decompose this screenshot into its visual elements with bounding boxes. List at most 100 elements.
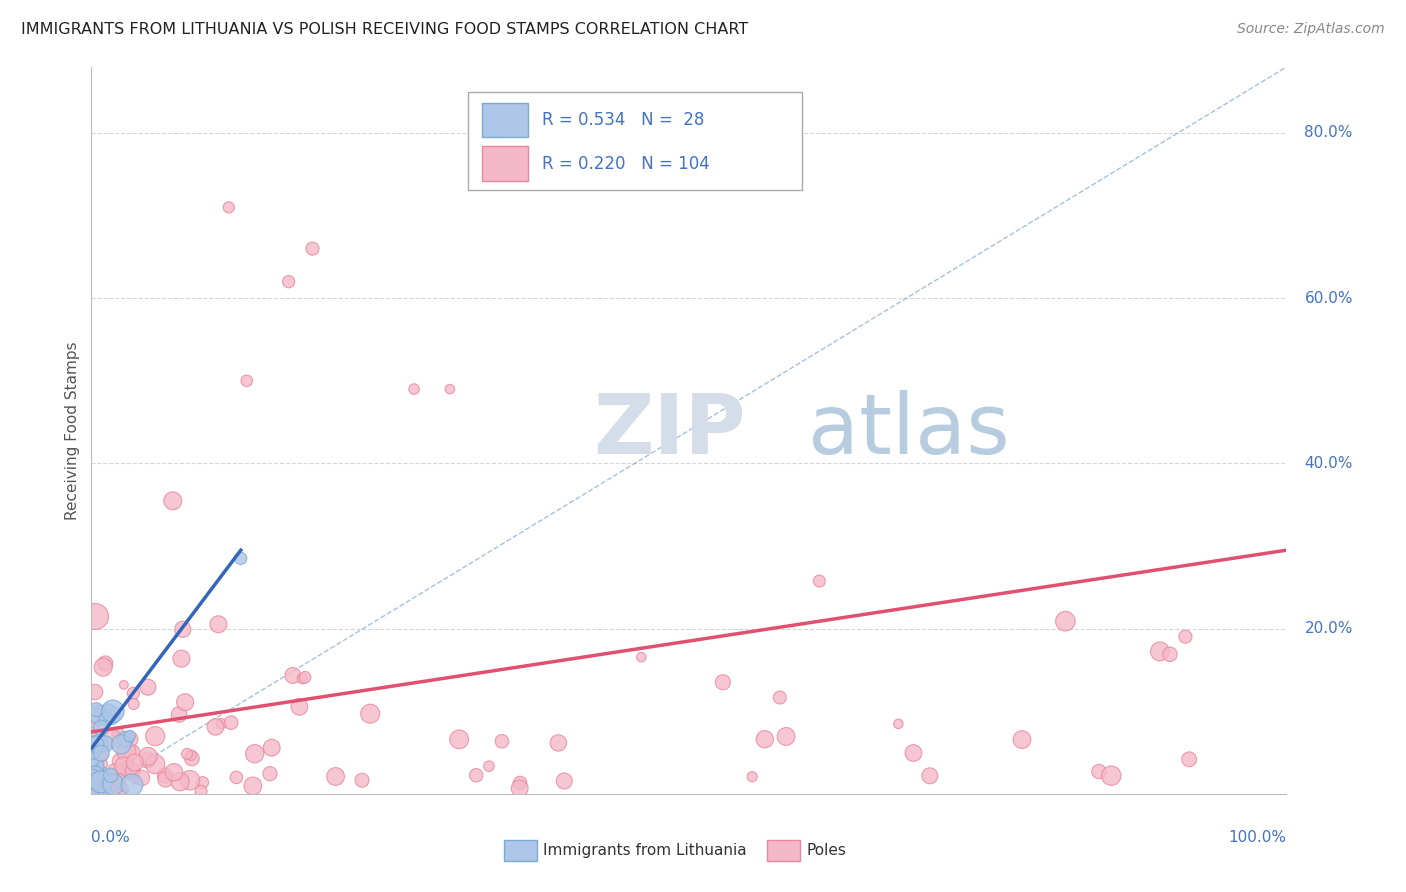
Point <box>90 749 112 764</box>
Point <box>101 704 124 718</box>
Point <box>122 686 145 700</box>
Point <box>174 695 197 709</box>
Point <box>91 781 114 796</box>
Point <box>711 675 734 690</box>
Point <box>84 685 107 699</box>
Point <box>887 717 910 731</box>
Point <box>101 762 124 776</box>
Point <box>124 756 146 770</box>
Point <box>100 768 122 782</box>
Point <box>84 609 107 624</box>
Point <box>1099 769 1122 783</box>
Text: 0.0%: 0.0% <box>91 830 131 846</box>
Point <box>103 777 125 791</box>
Point <box>103 776 125 790</box>
Point <box>162 493 184 508</box>
Bar <box>766 839 800 862</box>
Point <box>204 720 226 734</box>
Point <box>105 786 128 800</box>
Point <box>903 746 925 760</box>
Point <box>82 786 104 800</box>
Point <box>107 726 129 740</box>
Point <box>219 715 242 730</box>
Point <box>404 382 426 396</box>
Point <box>1178 752 1201 766</box>
Point <box>98 708 121 723</box>
Point <box>93 772 115 786</box>
Point <box>100 772 122 786</box>
Point <box>121 778 143 792</box>
Point <box>1149 644 1171 658</box>
Point <box>80 772 103 787</box>
Point <box>179 773 201 788</box>
Point <box>87 737 110 751</box>
Point <box>118 729 141 743</box>
Point <box>1054 614 1077 628</box>
Point <box>121 745 143 759</box>
Point <box>242 779 264 793</box>
Point <box>84 703 107 717</box>
Point <box>110 737 132 751</box>
Point <box>101 731 124 746</box>
Text: 60.0%: 60.0% <box>1305 291 1353 306</box>
Point <box>108 772 131 787</box>
Point <box>180 751 202 765</box>
Point <box>91 786 114 800</box>
Point <box>87 710 110 724</box>
Point <box>112 678 135 692</box>
Point <box>112 759 135 773</box>
Point <box>754 732 776 747</box>
Point <box>87 707 110 722</box>
Point <box>207 617 229 632</box>
Point <box>218 200 240 214</box>
Text: Source: ZipAtlas.com: Source: ZipAtlas.com <box>1237 22 1385 37</box>
Point <box>108 754 131 768</box>
Text: R = 0.534   N =  28: R = 0.534 N = 28 <box>541 111 704 129</box>
Point <box>294 670 316 684</box>
Point <box>1088 764 1111 779</box>
Bar <box>503 839 537 862</box>
Point <box>170 651 193 665</box>
Point <box>229 551 252 566</box>
Point <box>108 782 131 797</box>
Bar <box>482 146 527 181</box>
Point <box>235 374 259 388</box>
Text: IMMIGRANTS FROM LITHUANIA VS POLISH RECEIVING FOOD STAMPS CORRELATION CHART: IMMIGRANTS FROM LITHUANIA VS POLISH RECE… <box>21 22 748 37</box>
Point <box>553 774 575 789</box>
Point <box>90 746 112 760</box>
Text: R = 0.220   N = 104: R = 0.220 N = 104 <box>541 154 710 172</box>
Point <box>243 747 266 761</box>
Text: Poles: Poles <box>806 843 846 858</box>
Point <box>94 737 117 751</box>
Text: 80.0%: 80.0% <box>1305 126 1353 140</box>
Point <box>260 740 283 755</box>
Point <box>176 747 198 761</box>
Point <box>359 706 381 721</box>
Point <box>82 744 104 758</box>
Point <box>449 732 471 747</box>
Point <box>167 707 190 722</box>
Point <box>325 770 347 784</box>
Point <box>122 697 145 711</box>
Point <box>107 762 129 776</box>
Point <box>136 749 159 764</box>
Point <box>136 753 159 767</box>
Text: Immigrants from Lithuania: Immigrants from Lithuania <box>543 843 747 858</box>
Point <box>281 668 304 682</box>
Point <box>172 622 194 636</box>
Point <box>775 730 797 744</box>
Point <box>547 736 569 750</box>
Point <box>143 757 166 772</box>
Point <box>190 784 212 798</box>
Text: 20.0%: 20.0% <box>1305 621 1353 636</box>
Point <box>1174 630 1197 644</box>
Point <box>86 768 108 782</box>
Point <box>352 773 374 788</box>
Point <box>91 660 114 674</box>
Text: 40.0%: 40.0% <box>1305 456 1353 471</box>
Point <box>209 716 232 731</box>
Point <box>84 737 107 751</box>
Point <box>80 772 103 787</box>
Point <box>630 650 652 665</box>
Point <box>136 680 159 694</box>
